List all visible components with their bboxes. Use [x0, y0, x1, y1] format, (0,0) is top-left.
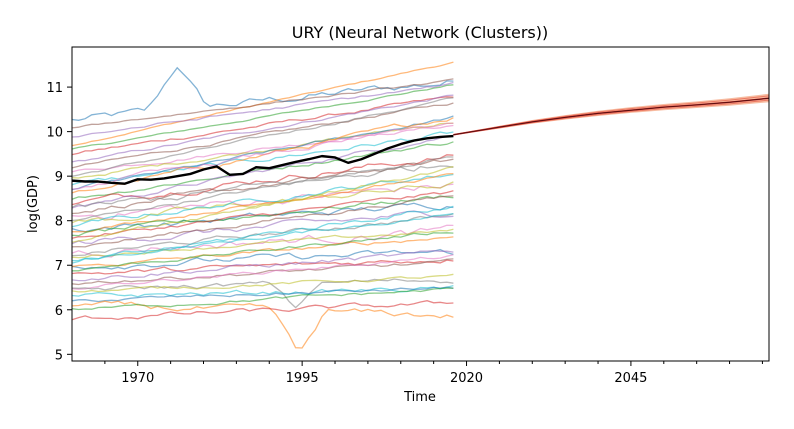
cluster-series-line	[71, 97, 454, 177]
y-tick-label: 7	[55, 259, 63, 274]
plot-area	[71, 61, 770, 349]
cluster-series-line	[71, 213, 454, 262]
y-tick-label: 10	[46, 126, 63, 141]
cluster-series-line	[71, 248, 454, 270]
forecast-sample-line	[453, 95, 770, 136]
cluster-series-line	[71, 287, 454, 311]
focus-series-line	[71, 134, 454, 185]
cluster-series-line	[71, 141, 454, 200]
forecast-centre-line	[453, 97, 770, 136]
cluster-series-line	[71, 156, 454, 222]
cluster-series-line	[72, 232, 454, 272]
y-tick-label: 5	[55, 348, 63, 363]
cluster-series-line	[71, 81, 454, 138]
cluster-series-line	[71, 236, 454, 268]
cluster-series-line	[71, 96, 454, 156]
y-tick-label: 11	[46, 81, 63, 96]
cluster-series-line	[71, 254, 454, 290]
chart-title: URY (Neural Network (Clusters))	[292, 23, 549, 42]
y-axis-label: log(GDP)	[26, 175, 41, 233]
cluster-series-line	[71, 135, 454, 209]
cluster-series-line	[71, 115, 454, 191]
cluster-series-line	[71, 258, 454, 286]
cluster-series-line	[71, 195, 454, 237]
cluster-series-line	[71, 259, 454, 275]
x-tick-label: 1970	[121, 371, 154, 386]
cluster-series-line	[71, 224, 454, 258]
y-axis: 5 6 7 8 9 10 11	[46, 81, 72, 363]
cluster-series-line	[71, 84, 454, 150]
cluster-series-line	[71, 61, 454, 147]
y-tick-label: 6	[55, 304, 63, 319]
forecast-sample-line	[453, 99, 770, 136]
cluster-series-line	[71, 210, 454, 245]
cluster-series-line	[71, 228, 454, 259]
x-tick-label: 2020	[450, 371, 483, 386]
cluster-series-line	[71, 278, 454, 309]
y-tick-label: 9	[55, 170, 63, 185]
cluster-series-line	[71, 102, 454, 169]
cluster-series-line	[71, 205, 454, 264]
x-tick-label: 2045	[614, 371, 647, 386]
cluster-series-line	[71, 213, 454, 257]
x-axis-label: Time	[403, 390, 436, 405]
plot-frame	[71, 46, 770, 362]
y-tick-label: 8	[55, 215, 63, 230]
cluster-series-line	[71, 94, 454, 163]
cluster-series-line	[71, 172, 454, 233]
cluster-series-line	[71, 165, 454, 208]
cluster-series-line	[71, 122, 454, 190]
cluster-series-line	[71, 273, 454, 293]
cluster-series-line	[71, 124, 454, 173]
cluster-series-line	[71, 190, 454, 239]
cluster-series-line	[71, 300, 454, 321]
x-tick-label: 1995	[286, 371, 319, 386]
cluster-series-line	[71, 250, 454, 282]
cluster-series-line	[71, 78, 454, 129]
cluster-series-line	[71, 173, 454, 228]
forecast-band	[453, 93, 769, 136]
cluster-series-line	[71, 286, 454, 303]
cluster-series-line	[71, 165, 454, 243]
cluster-series-line	[71, 195, 454, 248]
x-axis: 1970 1995 2020 2045	[104, 361, 763, 386]
